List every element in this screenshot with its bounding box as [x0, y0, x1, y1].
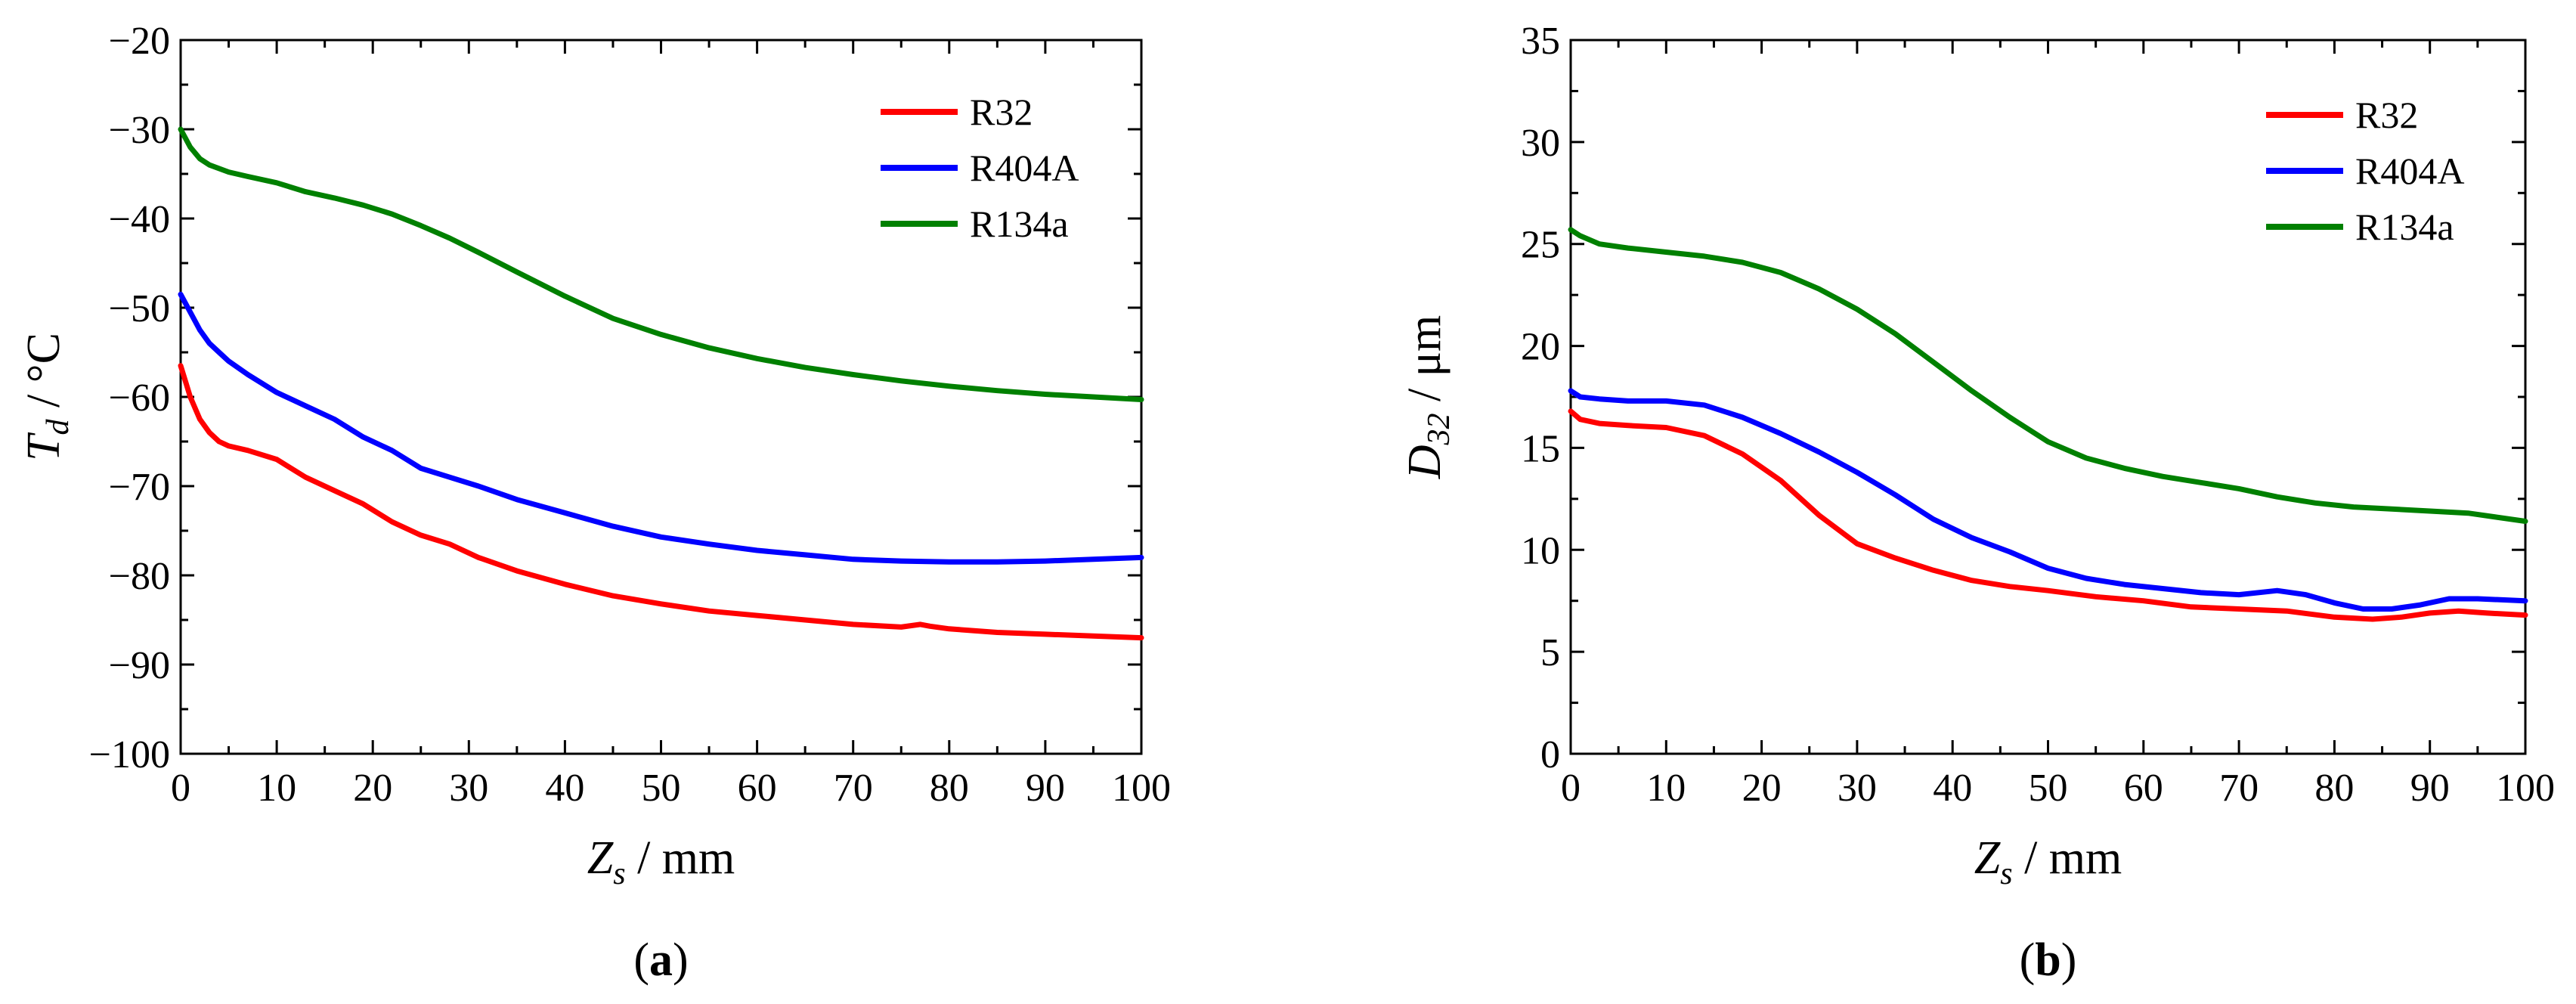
- legend-label-r32: R32: [2355, 94, 2418, 136]
- x-axis-sub: s: [2000, 857, 2012, 891]
- x-tick-label: 30: [449, 767, 488, 810]
- y-tick-label: 35: [1521, 20, 1560, 63]
- series-line-r134a: [1568, 227, 2528, 524]
- x-tick-label: 90: [1026, 767, 1065, 810]
- panel-letter: b: [2035, 934, 2060, 986]
- series-line-r404a: [178, 291, 1144, 565]
- x-axis-unit: / mm: [2013, 832, 2122, 884]
- y-axis-unit: / μm: [1399, 315, 1451, 414]
- y-tick-label: −50: [109, 287, 170, 330]
- x-axis-var: Z: [587, 832, 614, 884]
- y-tick-label: 30: [1521, 122, 1560, 165]
- y-axis-sub: 32: [1422, 413, 1457, 445]
- x-axis-var: Z: [1974, 832, 2001, 884]
- x-tick-label: 100: [1112, 767, 1171, 810]
- x-tick-label: 90: [2410, 767, 2450, 810]
- y-tick-label: −70: [109, 466, 170, 509]
- legend-label-r404a: R404A: [970, 147, 1079, 189]
- panel-letter: a: [649, 934, 673, 986]
- series-line-r32: [1568, 408, 2528, 622]
- y-tick-label: −80: [109, 555, 170, 598]
- x-tick-label: 60: [738, 767, 777, 810]
- y-axis-var: D: [1399, 445, 1451, 479]
- y-tick-label: 10: [1521, 529, 1560, 572]
- panel-label: (a): [633, 934, 688, 986]
- panel-label: (b): [2020, 934, 2077, 986]
- y-tick-label: −90: [109, 644, 170, 687]
- x-tick-label: 40: [1933, 767, 1972, 810]
- x-tick-label: 50: [2029, 767, 2068, 810]
- panel-b: 0 10 20 30 40 50 60 70 80 90 100 0 5 10 15 20 25 30 35 R32 R…: [1399, 20, 2555, 986]
- y-tick-label: −60: [109, 376, 170, 420]
- series-line-r134a: [178, 126, 1144, 402]
- x-tick-label: 20: [353, 767, 392, 810]
- x-tick-label: 70: [834, 767, 873, 810]
- x-tick-label: 0: [171, 767, 190, 810]
- panel-a: 0 10 20 30 40 50 60 70 80 90 100 −100 −90 −80 −70 −60 −5…: [18, 20, 1171, 986]
- y-tick-label: 15: [1521, 427, 1560, 470]
- series-line-r32: [178, 363, 1144, 641]
- y-tick-label: 5: [1540, 631, 1560, 674]
- x-tick-label: 80: [930, 767, 969, 810]
- x-tick-label: 80: [2314, 767, 2354, 810]
- y-tick-label: 25: [1521, 224, 1560, 267]
- x-tick-label: 20: [1742, 767, 1782, 810]
- y-axis-unit: / °C: [18, 333, 70, 419]
- x-tick-label: 50: [642, 767, 681, 810]
- x-tick-label: 30: [1838, 767, 1877, 810]
- x-axis-title: Zs / mm: [1974, 832, 2122, 891]
- legend-label-r404a: R404A: [2355, 150, 2464, 192]
- x-axis-title: Zs / mm: [587, 832, 735, 891]
- x-tick-label: 0: [1561, 767, 1581, 810]
- x-tick-label: 70: [2219, 767, 2259, 810]
- y-axis-title: Td / °C: [18, 333, 76, 461]
- series-line-r404a: [1568, 388, 2528, 612]
- y-tick-label: 0: [1540, 733, 1560, 776]
- x-tick-label: 60: [2124, 767, 2163, 810]
- x-axis-sub: s: [613, 857, 625, 891]
- x-tick-label: 10: [1646, 767, 1686, 810]
- y-tick-label: −20: [109, 20, 170, 63]
- x-tick-label: 10: [257, 767, 296, 810]
- y-axis-sub: d: [41, 418, 76, 435]
- y-tick-label: 20: [1521, 326, 1560, 369]
- y-tick-label: −30: [109, 109, 170, 152]
- legend-label-r134a: R134a: [970, 203, 1069, 245]
- x-tick-label: 40: [545, 767, 584, 810]
- y-tick-label: −100: [89, 733, 170, 776]
- x-axis-unit: / mm: [626, 832, 735, 884]
- y-axis-var: T: [18, 432, 70, 461]
- y-axis-title: D32 / μm: [1399, 315, 1457, 479]
- legend-label-r32: R32: [970, 91, 1033, 133]
- y-tick-label: −40: [109, 198, 170, 241]
- plot-frame: [1569, 39, 2527, 755]
- legend-label-r134a: R134a: [2355, 206, 2454, 248]
- x-tick-label: 100: [2496, 767, 2555, 810]
